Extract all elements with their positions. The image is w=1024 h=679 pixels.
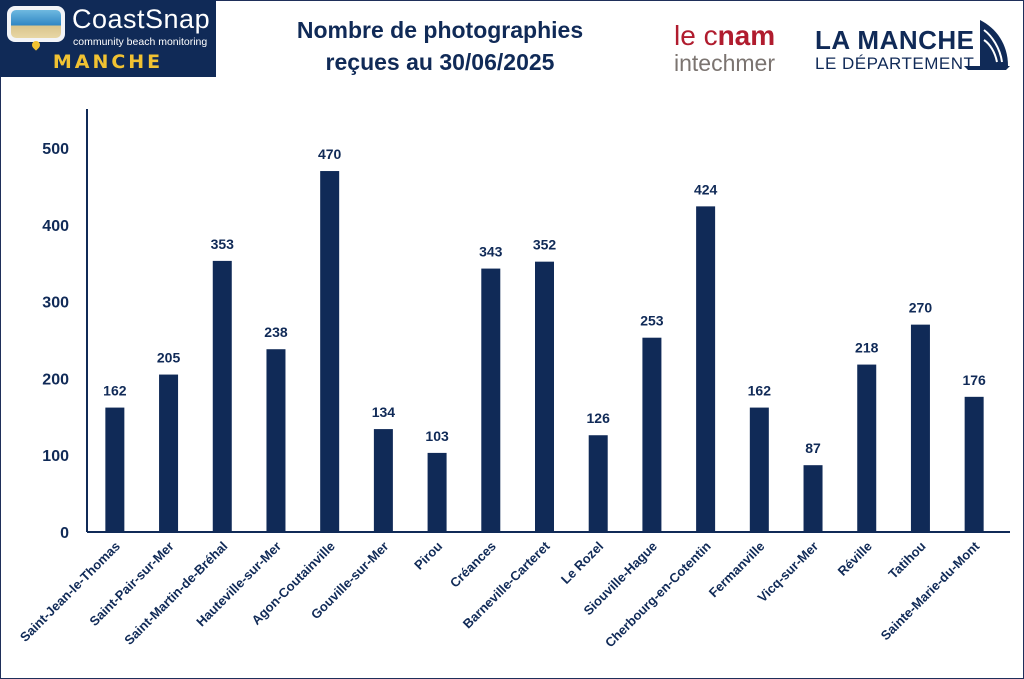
y-tick-label: 200 xyxy=(42,371,69,388)
chart-title: Nombre de photographies reçues au 30/06/… xyxy=(230,14,650,78)
bar-value-label: 205 xyxy=(157,350,181,366)
departement-logo: LA MANCHE LE DÉPARTEMENT xyxy=(815,26,975,74)
coastsnap-region: MANCHE xyxy=(52,51,164,73)
bar-value-label: 253 xyxy=(640,313,664,329)
bar-value-label: 87 xyxy=(805,440,821,456)
bar-value-label: 238 xyxy=(264,324,288,340)
cnam-logo: le cnam intechmer xyxy=(674,22,775,77)
bar-value-label: 352 xyxy=(533,237,557,253)
bar xyxy=(642,337,662,532)
bar xyxy=(105,407,125,532)
bar xyxy=(803,465,823,532)
bar xyxy=(535,261,554,532)
bar xyxy=(964,396,984,532)
bar-value-label: 470 xyxy=(318,146,342,162)
bar xyxy=(159,374,179,532)
bar-value-label: 343 xyxy=(479,244,503,260)
chart-title-line1: Nombre de photographies xyxy=(296,17,584,43)
x-category-label: Réville xyxy=(835,539,875,579)
cnam-prefix: le c xyxy=(674,20,718,51)
x-category-label: Créances xyxy=(447,539,499,591)
bar-value-label: 103 xyxy=(425,428,449,444)
bar-value-label: 270 xyxy=(909,300,933,316)
y-tick-label: 0 xyxy=(60,525,69,542)
bar xyxy=(588,435,608,532)
bar xyxy=(910,324,930,532)
bar xyxy=(749,407,769,532)
coastsnap-tagline: community beach monitoring xyxy=(73,36,208,48)
bar xyxy=(427,452,447,532)
chart-title-line2: reçues au 30/06/2025 xyxy=(325,49,555,75)
bar-value-label: 218 xyxy=(855,340,879,356)
bar xyxy=(696,206,716,533)
bar xyxy=(481,268,501,532)
bar-value-label: 126 xyxy=(587,410,611,426)
beach-camera-icon xyxy=(7,6,65,42)
bar xyxy=(320,171,340,533)
bar xyxy=(373,429,393,532)
coastsnap-name: CoastSnap xyxy=(72,4,211,34)
cnam-wordmark: le cnam xyxy=(674,22,775,50)
x-category-label: Sainte-Marie-du-Mont xyxy=(878,538,983,643)
y-tick-label: 500 xyxy=(42,141,69,158)
bar xyxy=(857,364,877,532)
x-category-label: Saint-Martin-de-Bréhal xyxy=(121,539,230,648)
bar-value-label: 162 xyxy=(748,383,772,399)
y-tick-label: 100 xyxy=(42,448,69,465)
y-tick-label: 300 xyxy=(42,295,69,312)
x-category-label: Tatihou xyxy=(885,538,928,581)
x-category-label: Saint-Jean-le-Thomas xyxy=(17,539,123,645)
bar-value-label: 176 xyxy=(962,372,986,388)
bar-value-label: 424 xyxy=(694,181,718,197)
bar-value-label: 134 xyxy=(372,404,396,420)
bar-value-label: 162 xyxy=(103,383,127,399)
bar xyxy=(212,260,232,532)
departement-subtitle: LE DÉPARTEMENT xyxy=(815,54,975,73)
x-category-label: Le Rozel xyxy=(558,539,606,587)
x-category-label: Pirou xyxy=(411,538,445,572)
coastsnap-logo: CoastSnap community beach monitoring MAN… xyxy=(0,0,216,77)
bar-value-label: 353 xyxy=(211,236,235,252)
bar xyxy=(266,349,286,532)
x-category-label: Cherbourg-en-Cotentin xyxy=(602,538,714,650)
sail-logo-icon xyxy=(964,20,1010,70)
departement-name: LA MANCHE xyxy=(815,25,975,55)
y-tick-label: 400 xyxy=(42,218,69,235)
cnam-bold: nam xyxy=(717,20,776,51)
cnam-subtitle: intechmer xyxy=(674,50,775,76)
